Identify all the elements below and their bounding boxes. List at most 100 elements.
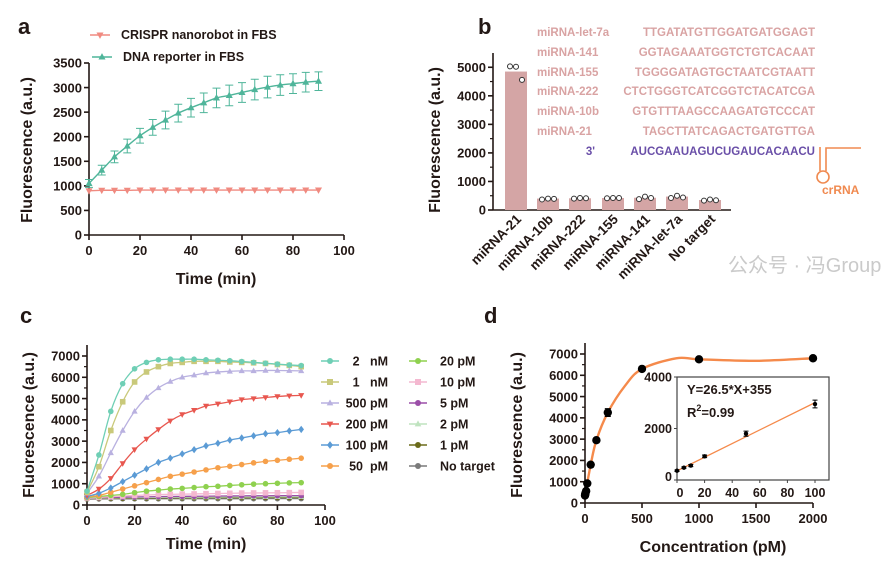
y-tick-label: 6000 — [549, 368, 578, 383]
data-point — [119, 461, 126, 467]
data-point — [227, 482, 233, 489]
data-point — [250, 460, 257, 466]
chart-d-ylabel: Fluorescence (a.u.) — [509, 352, 526, 498]
seq-value: TAGCTTATCAGACTGATGTTGA — [643, 126, 815, 138]
data-point — [131, 379, 138, 385]
data-point — [250, 432, 257, 440]
data-point — [263, 187, 272, 194]
data-point — [251, 187, 259, 194]
y-tick-label: 5000 — [457, 60, 486, 75]
data-point — [225, 187, 233, 194]
crrna-label: crRNA — [822, 183, 860, 197]
legend-marker — [98, 53, 106, 60]
x-tick-label: 100 — [314, 513, 336, 528]
chart-d-xlabel: Concentration (pM) — [640, 539, 787, 556]
data-point — [694, 355, 704, 364]
replicate-point — [571, 195, 577, 202]
data-point — [191, 446, 197, 454]
data-point — [298, 367, 305, 374]
inset-data-point — [688, 463, 693, 468]
legend-label: 2 pM — [440, 418, 468, 432]
crrna-hairpin-icon — [816, 147, 861, 184]
chart-a-ylabel: Fluorescence (a.u.) — [19, 77, 36, 223]
data-point — [227, 463, 233, 470]
data-point — [215, 464, 221, 471]
data-point — [95, 486, 102, 493]
data-point — [298, 455, 305, 461]
legend-marker — [415, 400, 421, 406]
data-point — [203, 467, 209, 473]
data-point — [143, 369, 150, 375]
data-point — [227, 357, 233, 364]
data-point — [212, 94, 221, 101]
x-tick-label: 20 — [133, 243, 147, 258]
y-tick-label: 1000 — [53, 179, 82, 194]
y-tick-label: 3000 — [457, 117, 486, 132]
chart-c-xlabel: Time (min) — [166, 536, 247, 553]
data-point — [202, 403, 210, 410]
legend-marker — [415, 358, 421, 364]
chart-a: 0 500 1000 1500 2000 2500 3000 3500 0 20 40 60 80 100… — [19, 28, 355, 288]
chart-b-marks — [505, 63, 721, 211]
replicate-point — [507, 63, 513, 70]
data-point — [238, 434, 245, 442]
data-point — [262, 458, 269, 465]
data-point — [155, 384, 162, 391]
y-tick-label: 7000 — [51, 349, 80, 364]
data-point — [298, 362, 305, 369]
y-tick-label: 0 — [479, 203, 486, 218]
data-point — [227, 490, 233, 497]
data-point — [202, 369, 210, 376]
data-point — [286, 456, 293, 463]
legend-marker — [327, 441, 333, 449]
y-tick-label: 0 — [571, 496, 578, 511]
legend-marker-nanorobot — [90, 32, 110, 39]
x-tick-label: 100 — [333, 243, 355, 258]
data-point — [98, 187, 106, 195]
chart-c-legend: 2 nM 1 nM 500 pM 200 pM 100 pM 50 pM 20 pM 10 p… — [321, 355, 496, 474]
legend-marker — [327, 379, 333, 385]
data-point — [179, 359, 185, 366]
x-tick-label: 1000 — [685, 511, 714, 526]
data-point — [263, 83, 272, 90]
chart-d-marks — [580, 354, 818, 500]
data-point — [592, 436, 601, 445]
chart-b-ylabel: Fluorescence (a.u.) — [427, 67, 444, 213]
data-point — [286, 367, 293, 373]
inset-data-point — [812, 401, 818, 407]
data-point — [110, 153, 119, 160]
replicate-point — [545, 195, 551, 202]
data-point — [191, 356, 197, 362]
data-point — [274, 428, 281, 437]
data-point — [262, 490, 269, 496]
data-point — [167, 486, 174, 492]
panel-label-d: d — [484, 303, 497, 328]
inset-y-tick-label: 0 — [665, 470, 672, 484]
y-tick-label: 1000 — [457, 174, 486, 189]
data-point — [274, 394, 281, 400]
y-tick-label: 5000 — [549, 389, 578, 404]
data-point — [262, 360, 269, 367]
seq-value: CTCTGGGTCATCGGTCTACATCGA — [623, 86, 815, 98]
bar — [569, 198, 591, 210]
data-point — [298, 393, 305, 399]
x-tick-label: 60 — [223, 513, 237, 528]
inset-x-tick-label: 0 — [677, 486, 684, 500]
data-point — [167, 473, 174, 480]
bar — [537, 198, 559, 210]
y-tick-label: 3000 — [53, 80, 82, 95]
replicate-point — [513, 63, 519, 70]
data-point — [238, 358, 245, 365]
data-point — [274, 457, 281, 464]
legend-marker — [414, 420, 422, 427]
data-point — [85, 188, 93, 195]
legend-marker — [326, 399, 334, 406]
data-point — [155, 487, 162, 493]
r2-superscript: 2 — [696, 403, 701, 413]
data-point — [95, 472, 102, 479]
data-point — [238, 461, 245, 468]
data-point — [286, 393, 293, 400]
data-point — [238, 187, 246, 194]
